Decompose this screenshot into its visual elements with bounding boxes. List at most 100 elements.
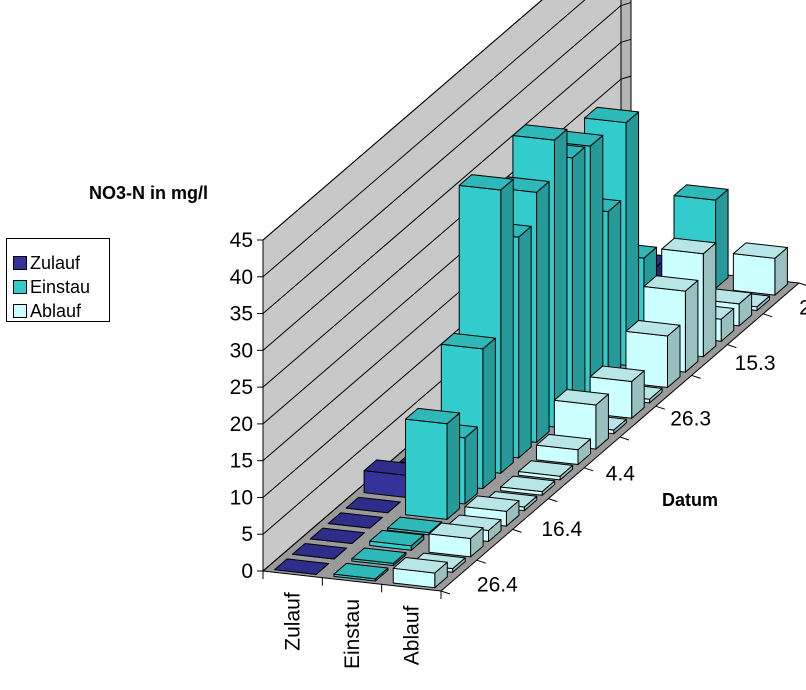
- date-tick: [548, 498, 558, 503]
- gridline: [262, 41, 622, 351]
- bar-top-face: [535, 433, 592, 451]
- legend-label-zulauf: Zulauf: [30, 252, 81, 273]
- bar-top-face: [327, 512, 383, 529]
- y-tick-label: 40: [230, 266, 253, 289]
- y-axis-title: NO3-N in mg/l: [89, 183, 208, 203]
- bar-top-face: [661, 237, 717, 255]
- bar-top-face: [392, 557, 448, 574]
- bar-side-face: [571, 146, 586, 413]
- date-tick: [727, 344, 737, 349]
- date-tick: [476, 559, 486, 564]
- y-tick-label: 15: [230, 450, 253, 473]
- legend-swatch-ablauf: [13, 304, 27, 318]
- category-label: Ablauf: [400, 606, 423, 666]
- bar-top-face: [643, 275, 699, 292]
- bar-top-face: [732, 242, 788, 259]
- bar-top-face: [464, 495, 520, 512]
- gridline-side: [620, 2, 632, 7]
- bar: [369, 529, 425, 551]
- gridline: [262, 5, 622, 314]
- bar-top-face: [625, 320, 681, 337]
- bar: [500, 475, 556, 496]
- y-tick-label: 0: [241, 560, 253, 583]
- legend-item-zulauf: Zulauf: [13, 252, 80, 274]
- bar-top-face: [405, 407, 461, 425]
- bar-top-face: [518, 460, 574, 477]
- gridline-side: [620, 38, 632, 43]
- bar: [405, 407, 461, 520]
- y-tick-label: 5: [241, 523, 253, 546]
- bar-top-face: [387, 516, 443, 534]
- legend-label-ablauf: Ablauf: [30, 300, 82, 321]
- y-tick-label: 20: [230, 413, 253, 436]
- bar-top-face: [345, 496, 401, 514]
- date-label: 26.4: [477, 574, 518, 597]
- bar: [428, 522, 484, 558]
- bar-side-face: [715, 188, 729, 289]
- legend-item-einstau: Einstau: [13, 276, 90, 298]
- y-tick-label: 30: [230, 339, 253, 362]
- bar: [392, 557, 448, 589]
- bar-side-face: [607, 200, 622, 382]
- bar: [553, 389, 609, 450]
- bar-side-face: [446, 412, 461, 520]
- bar-side-face: [553, 128, 568, 428]
- bar-top-face: [458, 174, 514, 191]
- bar-top-face: [553, 389, 609, 406]
- bar-front-face: [405, 418, 448, 520]
- bar: [309, 527, 365, 545]
- bar-side-face: [684, 279, 699, 373]
- legend-swatch-einstau: [13, 280, 27, 294]
- bar-top-face: [589, 365, 645, 383]
- bar-side-face: [536, 181, 550, 443]
- bar: [345, 496, 401, 514]
- bar-top-face: [512, 124, 568, 141]
- legend-item-ablauf: Ablauf: [13, 300, 81, 322]
- legend-swatch-zulauf: [13, 256, 27, 270]
- date-tick: [763, 313, 773, 318]
- date-label: 23.2: [799, 296, 806, 319]
- bar-top-face: [584, 106, 640, 124]
- gridline: [262, 0, 543, 241]
- bar: [518, 460, 574, 481]
- bar-top-face: [428, 522, 484, 540]
- legend: Zulauf Einstau Ablauf: [6, 238, 110, 322]
- bar-front-face: [732, 253, 776, 296]
- bar-side-face: [589, 134, 604, 397]
- date-label: 16.4: [541, 518, 582, 541]
- bar-top-face: [309, 527, 365, 545]
- date-tick: [691, 374, 701, 379]
- bar-side-face: [464, 426, 478, 505]
- y-tick-label: 10: [230, 486, 253, 509]
- bar: [291, 543, 348, 560]
- gridline-side: [620, 75, 632, 80]
- bar-top-face: [351, 547, 407, 564]
- depth-axis-title: Datum: [662, 490, 718, 510]
- bar-side-face: [500, 178, 514, 474]
- date-tick: [619, 436, 630, 441]
- date-tick: [512, 528, 522, 533]
- date-label: 15.3: [735, 352, 776, 375]
- bar-top-face: [274, 558, 330, 575]
- chart-labels: 0 5 10 15 20 25 30 35 40 45 Zulauf Einstau Ablauf 23.…: [230, 229, 806, 669]
- chart-bars: [274, 106, 788, 589]
- date-label: 4.4: [606, 463, 636, 486]
- bar: [351, 547, 407, 567]
- category-label: Zulauf: [282, 592, 305, 651]
- bar: [333, 562, 389, 582]
- bar: [327, 512, 383, 529]
- y-tick-label: 35: [230, 303, 253, 326]
- date-tick: [584, 467, 594, 472]
- bar: [732, 242, 788, 296]
- y-tick-label: 45: [230, 229, 253, 252]
- bar-top-face: [333, 562, 389, 580]
- bar-side-face: [702, 242, 717, 358]
- date-tick: [655, 405, 665, 410]
- bar-top-face: [369, 529, 425, 547]
- category-label: Einstau: [341, 599, 364, 669]
- bar-top-face: [291, 543, 348, 560]
- bar: [535, 433, 592, 465]
- y-tick-label: 25: [230, 376, 253, 399]
- bar-side-face: [482, 337, 496, 490]
